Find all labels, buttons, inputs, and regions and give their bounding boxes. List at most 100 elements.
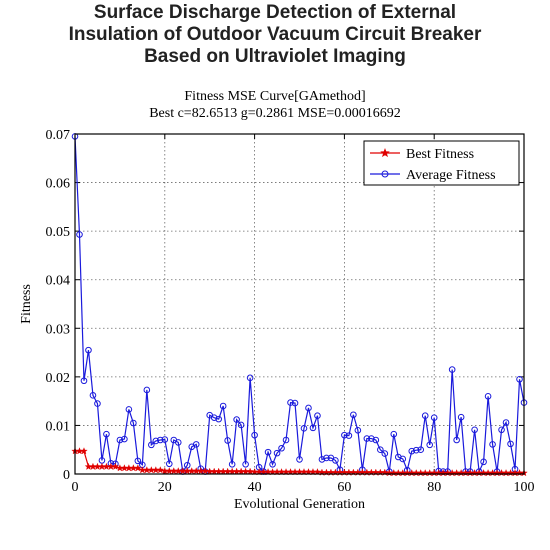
average-fitness-point xyxy=(390,430,398,438)
y-tick-label: 0.06 xyxy=(46,177,71,192)
header-line-2: Insulation of Outdoor Vacuum Circuit Bre… xyxy=(68,24,482,45)
y-tick-label: 0.01 xyxy=(46,419,71,434)
average-fitness-point xyxy=(368,435,375,442)
chart-subtitle: Best c=82.6513 g=0.2861 MSE=0.00016692 xyxy=(149,106,401,121)
grid-lines xyxy=(75,134,524,474)
average-fitness-point xyxy=(381,450,389,457)
average-fitness-point xyxy=(103,430,110,438)
average-fitness-point xyxy=(80,377,88,385)
average-fitness-point xyxy=(372,436,380,444)
average-fitness-point xyxy=(215,415,222,423)
average-fitness-point xyxy=(296,456,303,463)
average-fitness-point xyxy=(377,446,384,454)
header-line-1: Surface Discharge Detection of External xyxy=(93,2,457,23)
average-fitness-point xyxy=(399,455,407,463)
average-fitness-point xyxy=(363,435,371,442)
legend-box xyxy=(363,140,520,186)
average-fitness-point xyxy=(224,437,231,444)
average-fitness-point xyxy=(228,460,236,468)
legend-label-best-fitness: Best Fitness xyxy=(406,147,474,162)
average-fitness-point xyxy=(264,448,272,456)
x-tick-label: 20 xyxy=(158,480,172,495)
average-fitness-point xyxy=(76,231,83,238)
average-fitness-point xyxy=(287,399,294,406)
average-fitness-point xyxy=(94,400,101,407)
average-fitness-point xyxy=(480,458,487,466)
x-axis-label: Evolutional Generation xyxy=(234,497,365,512)
average-fitness-point xyxy=(507,440,514,448)
average-fitness-point xyxy=(246,374,254,382)
average-fitness-point xyxy=(305,404,312,412)
average-fitness-point xyxy=(300,425,308,432)
average-fitness-point xyxy=(251,431,258,439)
average-fitness-point xyxy=(269,460,276,468)
x-tick-label: 0 xyxy=(72,480,79,495)
average-fitness-point xyxy=(161,436,169,443)
average-fitness-point xyxy=(412,446,420,454)
average-fitness-point xyxy=(426,441,434,449)
y-tick-label: 0.04 xyxy=(46,274,71,289)
x-tick-label: 40 xyxy=(248,480,262,495)
average-fitness-point xyxy=(152,437,160,445)
average-fitness-point xyxy=(421,412,429,420)
y-tick-label: 0 xyxy=(63,468,70,483)
average-fitness-point xyxy=(484,392,492,400)
average-fitness-point xyxy=(453,436,460,444)
average-fitness-point xyxy=(498,426,505,434)
best-fitness-point xyxy=(156,466,165,474)
average-fitness-point xyxy=(85,346,92,354)
average-fitness-point xyxy=(430,414,438,421)
average-fitness-point xyxy=(350,411,357,419)
average-fitness-point xyxy=(516,375,523,383)
average-fitness-point xyxy=(282,436,290,444)
y-tick-label: 0.07 xyxy=(46,128,71,143)
y-tick-label: 0.03 xyxy=(46,322,71,337)
average-fitness-point xyxy=(89,392,97,399)
average-fitness-point xyxy=(471,426,478,434)
x-tick-label: 100 xyxy=(514,480,535,495)
average-fitness-point xyxy=(309,424,317,432)
average-fitness-point xyxy=(121,435,128,443)
best-fitness-point xyxy=(134,464,142,472)
average-fitness-point xyxy=(134,457,142,465)
average-fitness-line xyxy=(74,136,525,474)
average-fitness-point xyxy=(457,413,465,421)
average-fitness-point xyxy=(417,446,425,454)
x-tick-label: 60 xyxy=(337,480,351,495)
average-fitness-point xyxy=(210,414,218,421)
average-fitness-point xyxy=(332,457,339,464)
average-fitness-point xyxy=(116,436,124,444)
average-fitness-point xyxy=(192,441,200,448)
y-tick-label: 0.05 xyxy=(46,225,71,240)
average-fitness-point xyxy=(341,431,348,439)
average-fitness-point xyxy=(125,406,133,413)
average-fitness-point xyxy=(354,426,362,434)
average-fitness-point xyxy=(448,366,456,373)
x-tick-label: 80 xyxy=(427,480,441,495)
average-fitness-point xyxy=(165,460,173,468)
average-fitness-point xyxy=(489,441,496,448)
average-fitness-point xyxy=(314,412,321,420)
average-fitness-point xyxy=(219,402,227,410)
legend-label-average-fitness: Average Fitness xyxy=(406,168,496,183)
average-fitness-point xyxy=(174,439,182,446)
average-fitness-point xyxy=(130,419,137,427)
best-fitness-point xyxy=(111,462,120,470)
average-fitness-point xyxy=(408,447,416,455)
header-line-3: Based on Ultraviolet Imaging xyxy=(144,46,406,67)
plot-area xyxy=(75,134,524,474)
average-fitness-point xyxy=(148,441,155,449)
best-fitness-point xyxy=(246,467,254,475)
best-fitness-point xyxy=(80,447,88,455)
best-fitness-markers xyxy=(71,447,528,477)
average-fitness-point xyxy=(233,416,240,423)
y-tick-label: 0.02 xyxy=(46,371,71,386)
legend-marker-average-fitness xyxy=(381,170,389,178)
average-fitness-point xyxy=(318,456,326,463)
average-fitness-point xyxy=(291,399,299,407)
average-fitness-point xyxy=(143,386,151,394)
average-fitness-point xyxy=(242,460,249,468)
best-fitness-point xyxy=(201,467,209,475)
legend-marker-best-fitness xyxy=(380,147,390,158)
legend: Best Fitness Average Fitness xyxy=(363,140,520,186)
